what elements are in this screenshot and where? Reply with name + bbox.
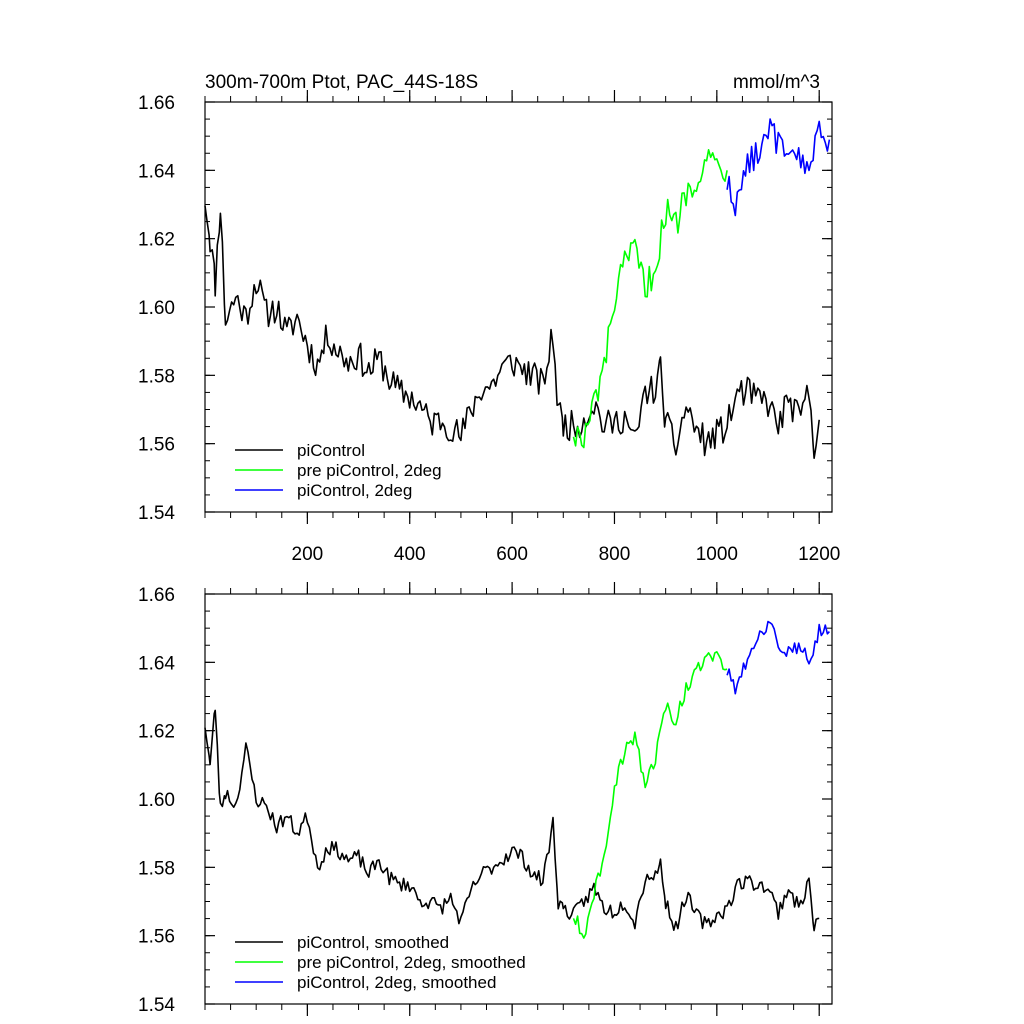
series-line <box>726 118 831 217</box>
y-tick-label: 1.66 <box>138 93 175 114</box>
series-line <box>572 149 728 449</box>
x-tick-label: 200 <box>292 544 324 565</box>
x-tick-label: 1200 <box>798 544 840 565</box>
y-tick-label: 1.66 <box>138 585 175 606</box>
y-tick-label: 1.60 <box>138 298 175 319</box>
top-panel: 1.54 1.56 1.58 1.60 1.62 1.64 1.66 200 400 600 800… <box>138 90 840 565</box>
legend-label: piControl, 2deg, smoothed <box>297 973 496 992</box>
y-tick-label: 1.56 <box>138 435 175 456</box>
legend-label: piControl <box>297 441 365 460</box>
y-tick-label: 1.64 <box>138 161 175 182</box>
series-line <box>204 709 820 932</box>
legend-label: pre piControl, 2deg, smoothed <box>297 953 526 972</box>
legend-label: piControl, 2deg <box>297 481 412 500</box>
x-tick-label: 600 <box>496 544 528 565</box>
y-tick-label: 1.56 <box>138 927 175 948</box>
bottom-panel: 1.54 1.56 1.58 1.60 1.62 1.64 1.66 piControl, s… <box>138 582 833 1016</box>
series-line <box>572 651 728 939</box>
legend-label: piControl, smoothed <box>297 933 449 952</box>
y-tick-label: 1.62 <box>138 722 175 743</box>
x-tick-label: 800 <box>599 544 631 565</box>
y-tick-label: 1.64 <box>138 653 175 674</box>
units-label: mmol/m^3 <box>733 72 820 93</box>
series-line <box>204 205 820 459</box>
y-tick-label: 1.60 <box>138 790 175 811</box>
y-tick-label: 1.58 <box>138 858 175 879</box>
y-tick-label: 1.58 <box>138 366 175 387</box>
x-tick-label: 400 <box>394 544 426 565</box>
y-tick-label: 1.54 <box>138 995 175 1016</box>
chart-title: 300m-700m Ptot, PAC_44S-18S <box>205 72 478 93</box>
y-tick-label: 1.54 <box>138 503 175 524</box>
series-line <box>726 620 830 695</box>
legend-label: pre piControl, 2deg <box>297 461 442 480</box>
x-tick-label: 1000 <box>696 544 738 565</box>
y-tick-label: 1.62 <box>138 230 175 251</box>
